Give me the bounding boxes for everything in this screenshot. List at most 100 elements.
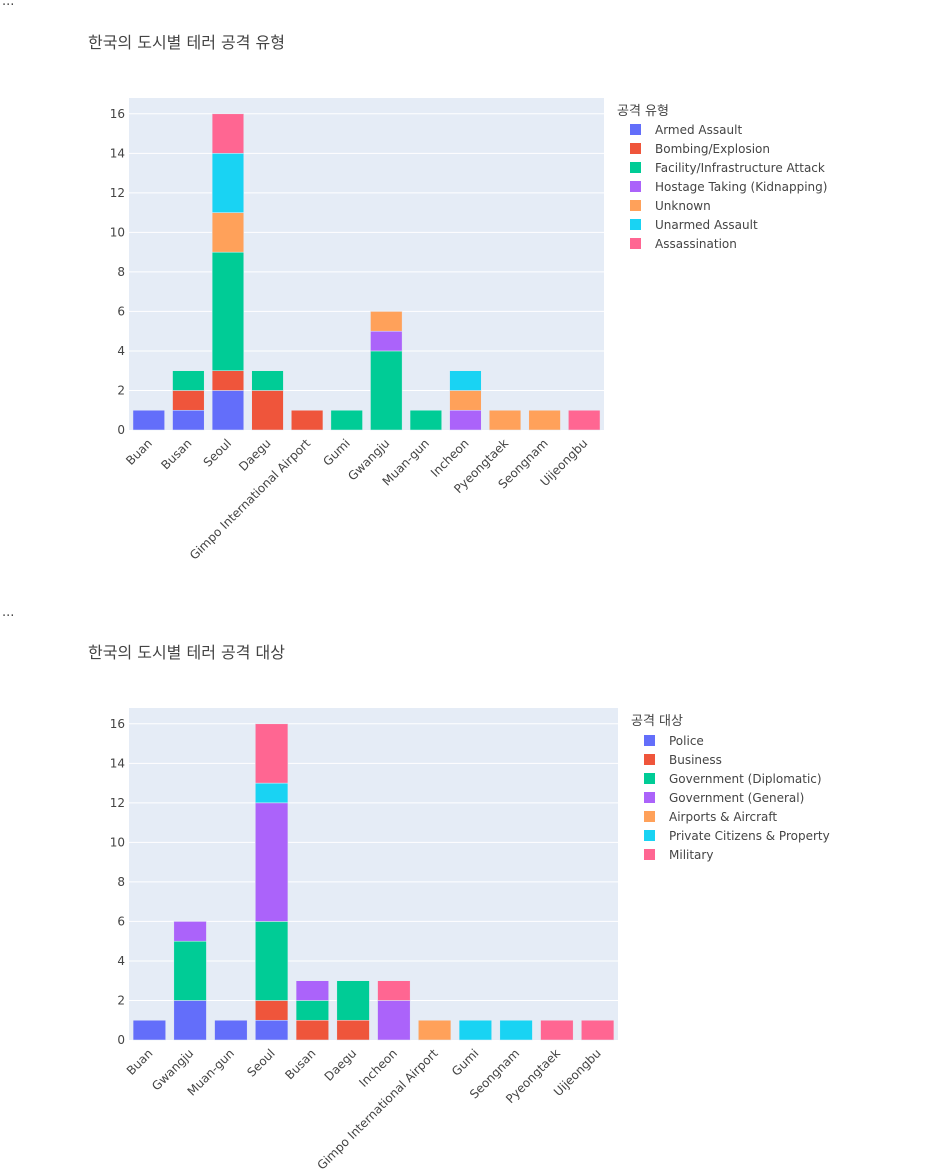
legend-swatch [630, 219, 641, 230]
y-tick-label: 16 [110, 107, 125, 121]
bar-segment [255, 723, 289, 784]
bar-segment [499, 1019, 533, 1041]
legend-swatch [644, 735, 655, 746]
bar-segment [172, 370, 205, 391]
bar-segment [211, 390, 245, 431]
legend-item: Unarmed Assault [655, 218, 758, 232]
bar-segment [449, 370, 482, 391]
legend-swatch [630, 124, 641, 135]
legend-swatch [644, 830, 655, 841]
legend-title: 공격 유형 [617, 104, 669, 119]
bar-segment [449, 409, 482, 431]
legend-swatch [644, 773, 655, 784]
x-tick-label: Busan [158, 436, 194, 472]
legend-item: Government (Diplomatic) [669, 772, 822, 786]
y-tick-label: 0 [117, 423, 125, 437]
bar-segment [211, 251, 245, 371]
bar-segment [255, 921, 289, 1001]
bar-segment [370, 330, 403, 352]
y-tick-label: 0 [117, 1033, 125, 1047]
bar-segment [458, 1019, 492, 1041]
legend-swatch [630, 238, 641, 249]
legend-item: Private Citizens & Property [669, 829, 830, 843]
legend-item: Bombing/Explosion [655, 142, 770, 156]
legend-swatch [630, 162, 641, 173]
legend-item: Business [669, 753, 722, 767]
bar-segment [581, 1019, 615, 1041]
bar-segment [295, 1019, 329, 1041]
x-tick-label: Seoul [244, 1046, 277, 1079]
bar-segment [173, 940, 207, 1001]
x-tick-label: Buan [123, 436, 155, 468]
bar-segment [172, 409, 205, 431]
y-tick-label: 12 [110, 796, 125, 810]
legend-item: Hostage Taking (Kidnapping) [655, 180, 827, 194]
bar-segment [214, 1019, 248, 1041]
legend-swatch [644, 792, 655, 803]
legend-swatch [630, 200, 641, 211]
legend-swatch [644, 811, 655, 822]
bar-segment [488, 409, 522, 431]
y-tick-label: 4 [117, 344, 125, 358]
bar-segment [377, 1000, 411, 1041]
chart-title: 한국의 도시별 테러 공격 대상 [88, 643, 285, 662]
bar-segment [336, 1019, 370, 1041]
bar-segment [295, 1000, 329, 1021]
x-tick-label: Busan [282, 1046, 318, 1082]
bar-segment [330, 409, 363, 431]
y-tick-label: 14 [110, 756, 125, 770]
output-ellipsis-1: ... [2, 0, 15, 9]
y-tick-label: 12 [110, 186, 125, 200]
y-tick-label: 2 [117, 993, 125, 1007]
x-tick-label: Buan [124, 1046, 156, 1078]
y-tick-label: 6 [117, 304, 125, 318]
bar-segment [255, 1019, 289, 1041]
y-tick-label: 4 [117, 954, 125, 968]
y-tick-label: 10 [110, 835, 125, 849]
bar-segment [255, 782, 289, 804]
bar-segment [295, 980, 329, 1001]
bar-segment [418, 1019, 452, 1041]
y-tick-label: 8 [117, 265, 125, 279]
y-tick-label: 16 [110, 717, 125, 731]
bar-segment [251, 370, 284, 391]
legend-swatch [644, 849, 655, 860]
legend-item: Unknown [655, 199, 711, 213]
legend-item: Armed Assault [655, 123, 742, 137]
attack-type-chart: 한국의 도시별 테러 공격 유형 0 2 4 6 8 10 12 14 16 Buan Busan Se… [88, 33, 827, 562]
legend-item: Government (General) [669, 791, 804, 805]
bar-segment [132, 1019, 166, 1041]
bar-segment [211, 153, 245, 213]
legend-swatch [644, 754, 655, 765]
y-tick-label: 8 [117, 875, 125, 889]
bar-segment [255, 802, 289, 922]
bar-segment [336, 980, 370, 1021]
bar-segment [370, 350, 403, 431]
legend-item: Police [669, 734, 704, 748]
bar-segment [291, 409, 324, 431]
bar-segment [173, 1000, 207, 1041]
bar-segment [251, 390, 284, 431]
bar-segment [255, 1000, 289, 1021]
bar-segment [568, 409, 601, 431]
bar-segment [172, 390, 205, 411]
bar-segment [370, 311, 403, 332]
output-ellipsis-2: ... [2, 605, 15, 620]
bar-segment [449, 390, 482, 411]
x-tick-label: Gumi [449, 1046, 481, 1078]
y-tick-label: 6 [117, 914, 125, 928]
legend-item: Assassination [655, 237, 737, 251]
legend-item: Airports & Aircraft [669, 810, 777, 824]
x-tick-label: Seoul [201, 436, 234, 469]
y-tick-label: 2 [117, 383, 125, 397]
legend-swatch [630, 143, 641, 154]
bar-segment [377, 980, 411, 1001]
attack-target-chart: 한국의 도시별 테러 공격 대상0246810121416BuanGwangju… [88, 643, 830, 1172]
bar-segment [409, 409, 442, 431]
y-tick-label: 10 [110, 225, 125, 239]
bar-segment [173, 921, 207, 942]
bar-segment [211, 370, 245, 391]
bar-segment [540, 1019, 574, 1041]
chart-title: 한국의 도시별 테러 공격 유형 [88, 33, 285, 52]
bar-segment [211, 113, 245, 154]
